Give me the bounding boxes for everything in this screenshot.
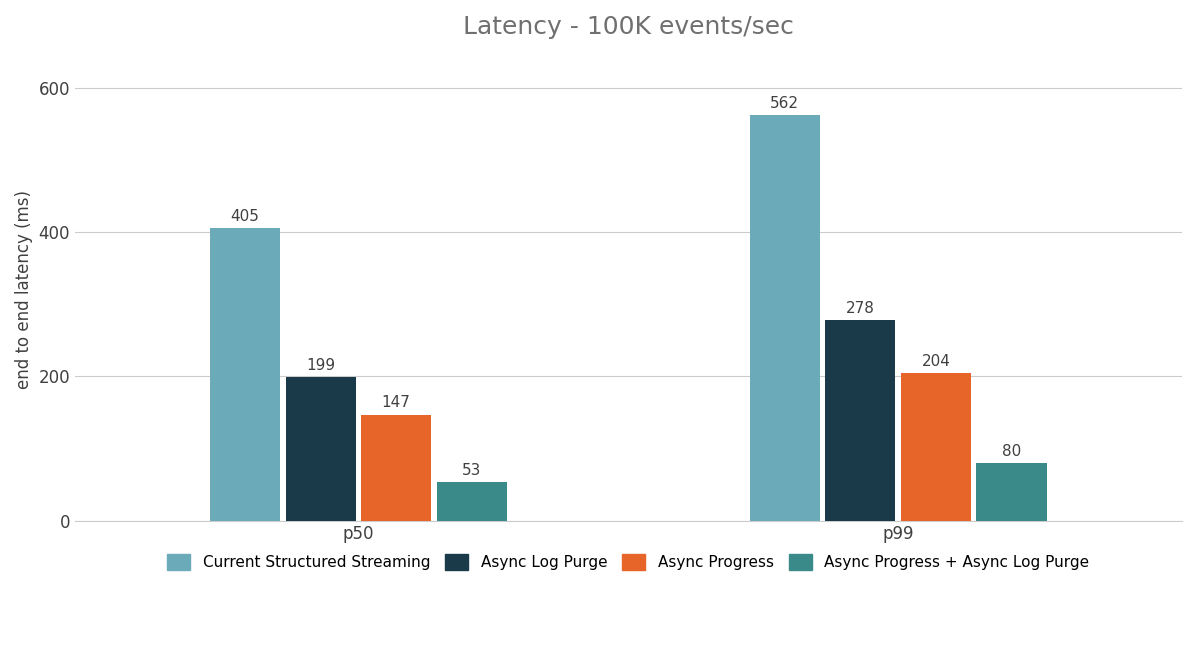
Bar bbox=[977, 463, 1046, 521]
Bar bbox=[361, 415, 431, 521]
Text: 405: 405 bbox=[230, 209, 259, 224]
Text: 278: 278 bbox=[846, 301, 875, 316]
Bar bbox=[286, 377, 355, 521]
Text: 204: 204 bbox=[922, 354, 950, 369]
Text: 199: 199 bbox=[306, 358, 335, 372]
Bar bbox=[901, 374, 971, 521]
Bar bbox=[826, 320, 895, 521]
Text: 147: 147 bbox=[382, 395, 410, 410]
Text: 562: 562 bbox=[770, 96, 799, 111]
Text: 80: 80 bbox=[1002, 443, 1021, 458]
Bar bbox=[750, 115, 820, 521]
Title: Latency - 100K events/sec: Latency - 100K events/sec bbox=[463, 15, 793, 39]
Y-axis label: end to end latency (ms): end to end latency (ms) bbox=[14, 190, 34, 389]
Legend: Current Structured Streaming, Async Log Purge, Async Progress, Async Progress + : Current Structured Streaming, Async Log … bbox=[160, 546, 1097, 578]
Text: 53: 53 bbox=[462, 463, 481, 478]
Bar bbox=[210, 229, 280, 521]
Bar bbox=[437, 482, 506, 521]
